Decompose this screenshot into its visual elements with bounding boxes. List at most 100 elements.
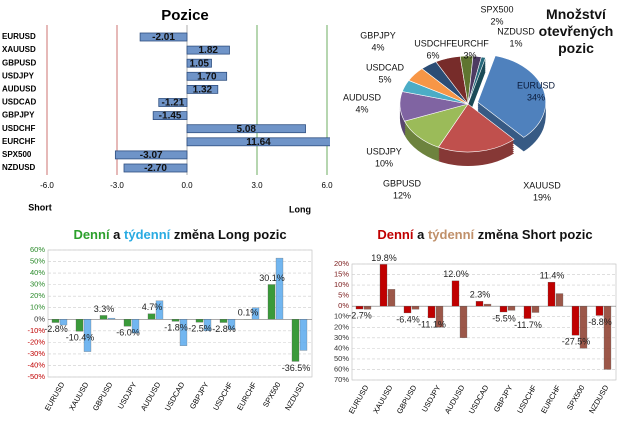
- chart-title: Denní a týdenní změna Short pozic: [377, 227, 592, 242]
- value-label: 11.64: [246, 137, 271, 148]
- category-label: XAUUSD: [2, 45, 36, 54]
- title-part: týdenní: [124, 227, 171, 242]
- value-label: -10.4%: [66, 333, 95, 343]
- bar: [411, 306, 420, 310]
- bar: [195, 319, 204, 323]
- slice-label: USDCAD: [366, 62, 405, 72]
- y-tick-label: 30%: [334, 333, 349, 342]
- bar: [379, 264, 388, 307]
- pie-depth: [468, 62, 486, 110]
- value-label: -1.21: [161, 98, 184, 109]
- slice-value: 3%: [463, 50, 476, 60]
- category-label: NZDUSD: [2, 163, 36, 172]
- title-part: a: [110, 227, 124, 242]
- bar: [186, 124, 306, 134]
- slice-value: 4%: [355, 104, 368, 114]
- y-tick-label: 0%: [338, 301, 349, 310]
- value-label: -1.45: [159, 111, 182, 122]
- x-tick-label: -3.0: [110, 181, 124, 190]
- x-tick-label: 3.0: [251, 181, 263, 190]
- bar: [427, 306, 436, 319]
- bar: [83, 319, 92, 352]
- slice-label: XAUUSD: [523, 180, 561, 190]
- y-tick-label: 20%: [334, 259, 349, 268]
- value-label: 11.4%: [540, 271, 565, 281]
- value-label: -2.8%: [44, 324, 68, 334]
- category-label: GBPJPY: [2, 111, 35, 120]
- slice-value: 4%: [371, 42, 384, 52]
- value-label: -3.07: [140, 150, 163, 161]
- bar: [171, 319, 180, 322]
- slice-value: 10%: [375, 158, 393, 168]
- bar: [75, 319, 84, 332]
- value-label: -6.0%: [116, 328, 140, 338]
- y-tick-label: -10%: [27, 326, 45, 335]
- slice-value: 19%: [533, 192, 551, 202]
- y-tick-label: 50%: [30, 257, 45, 266]
- bar: [579, 306, 588, 349]
- title-part: a: [413, 227, 427, 242]
- x-tick-label: GBPJPY: [188, 380, 211, 410]
- pie-depth: [468, 60, 486, 108]
- value-label: -1.8%: [164, 323, 188, 333]
- bar: [158, 98, 188, 107]
- category-label: USDCAD: [2, 98, 36, 107]
- slice-label: SPX500: [480, 4, 513, 14]
- x-tick-label: USDCAD: [163, 380, 187, 412]
- x-tick-label: NZDUSD: [283, 380, 307, 412]
- y-tick-label: -50%: [27, 372, 45, 381]
- bar: [459, 306, 468, 338]
- pie-depth: [468, 64, 486, 112]
- y-tick-label: 30%: [30, 280, 45, 289]
- x-tick-label: -6.0: [40, 181, 54, 190]
- y-tick-label: -20%: [27, 337, 45, 346]
- slice-label: USDCHF: [414, 38, 452, 48]
- bar: [114, 150, 188, 160]
- category-label: USDJPY: [2, 71, 35, 80]
- value-label: -36.5%: [282, 363, 311, 373]
- bar: [123, 163, 188, 173]
- y-tick-label: 60%: [334, 364, 349, 373]
- slice-label: EURUSD: [517, 80, 556, 90]
- pie-slice: [467, 56, 487, 105]
- y-tick-label: 50%: [334, 354, 349, 363]
- value-label: 0.1%: [238, 308, 259, 318]
- x-tick-label: GBPUSD: [395, 383, 419, 415]
- x-tick-label: USDCAD: [467, 383, 491, 415]
- bars: [114, 32, 330, 173]
- value-label: 1.82: [198, 45, 218, 56]
- bar: [267, 284, 276, 320]
- y-tick-label: 10%: [334, 280, 349, 289]
- y-tick-label: -30%: [27, 349, 45, 358]
- bar: [152, 111, 188, 120]
- bar: [186, 58, 212, 68]
- bar: [219, 319, 228, 323]
- slice-value: 12%: [393, 190, 411, 200]
- slice-label: AUDUSD: [343, 92, 382, 102]
- x-tick-label: XAUUSD: [67, 380, 91, 412]
- bar: [131, 319, 140, 334]
- bar: [107, 317, 116, 320]
- y-tick-label: 20%: [334, 322, 349, 331]
- chart-title: Pozice: [161, 7, 209, 24]
- bar: [555, 293, 564, 307]
- x-tick-label: SPX500: [565, 383, 587, 411]
- category-label: AUDUSD: [2, 85, 36, 94]
- slice-value: 34%: [527, 92, 545, 102]
- y-tick-label: 10%: [30, 303, 45, 312]
- bar: [403, 306, 412, 314]
- bar: [291, 319, 300, 362]
- slice-label: GBPUSD: [383, 178, 422, 188]
- bar: [147, 313, 156, 320]
- x-tick-label: EURCHF: [539, 383, 563, 415]
- chart-title: Denní a týdenní změna Long pozic: [73, 227, 286, 242]
- x-tick-label: GBPJPY: [492, 383, 515, 413]
- bar: [603, 306, 612, 370]
- bar: [451, 280, 460, 307]
- axis-label: Long: [289, 204, 311, 214]
- value-label: 2.3%: [470, 290, 491, 300]
- value-label: -11.1%: [418, 319, 446, 329]
- x-tick-label: USDJPY: [420, 383, 443, 413]
- title-part: změna Long pozic: [170, 227, 286, 242]
- title-part: změna Short pozic: [474, 227, 592, 242]
